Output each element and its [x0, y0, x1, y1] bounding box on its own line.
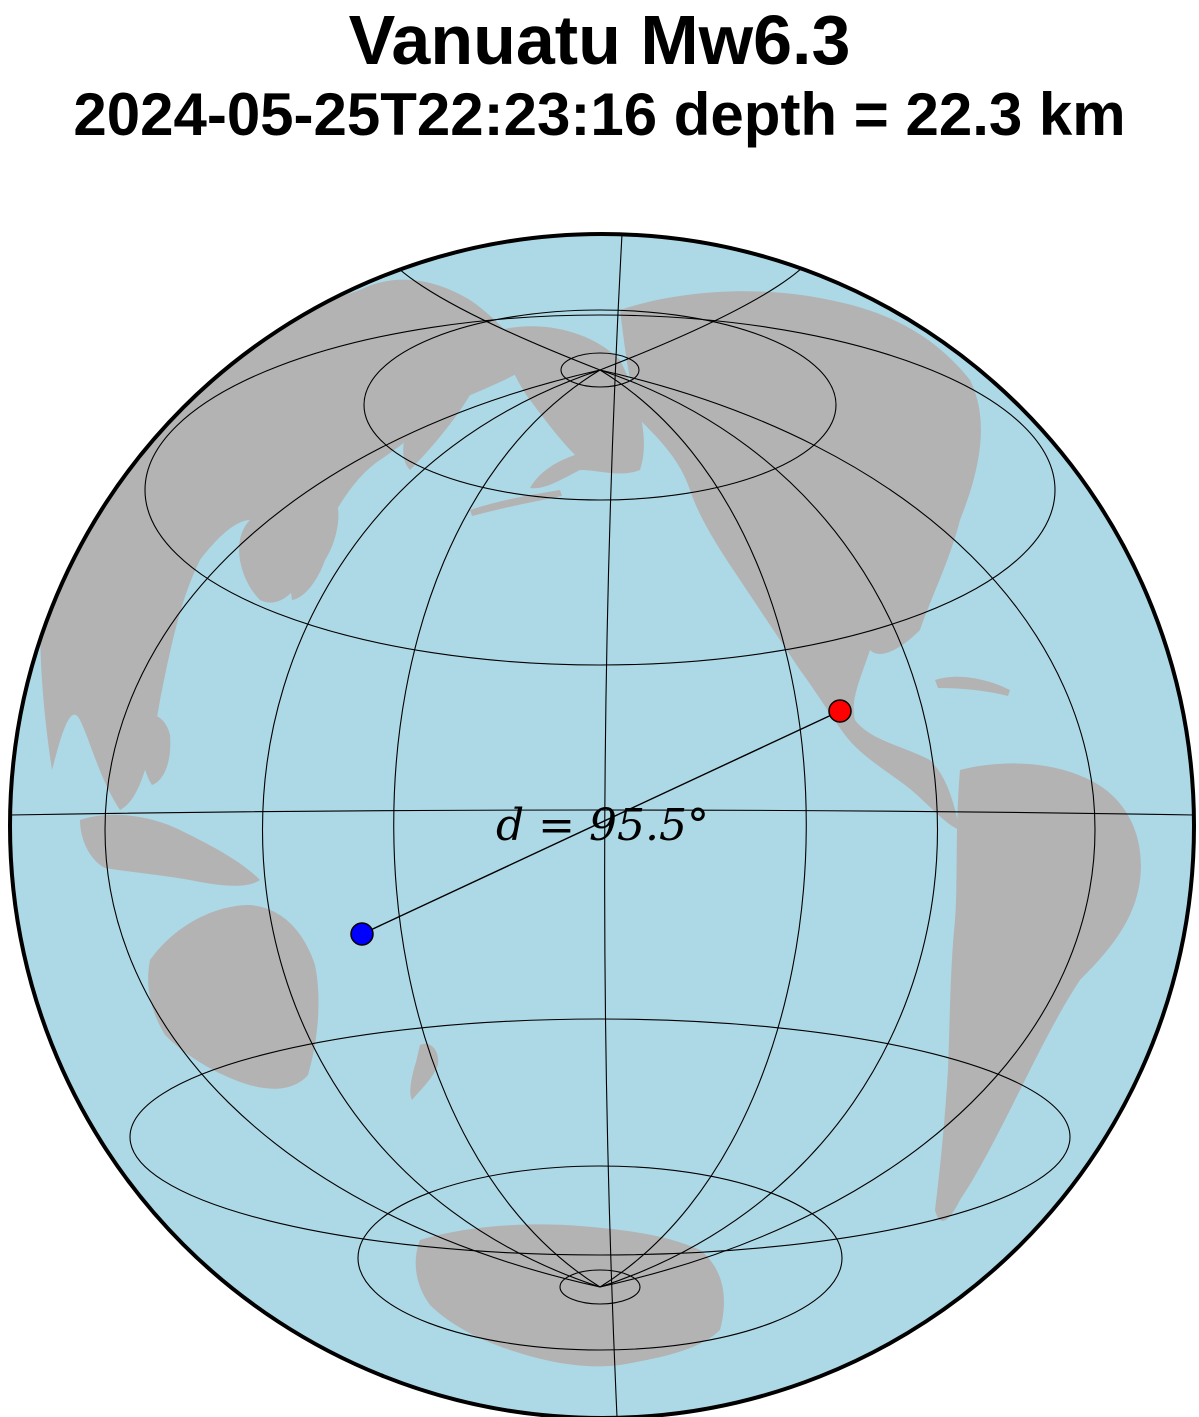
parallel-line: [129, 1018, 1071, 1256]
landmass-japan: [290, 500, 339, 600]
map-title: Vanuatu Mw6.3: [348, 1, 851, 79]
landmass-south-america: [935, 763, 1141, 1221]
great-circle-path: [361, 710, 841, 935]
parallel-line: [144, 314, 1056, 666]
meridian-line: [604, 234, 623, 1417]
landmass-caribbean: [935, 676, 1010, 696]
equator-line: [10, 809, 1194, 816]
landmass-southeast-asia: [80, 814, 260, 886]
station-marker[interactable]: [828, 699, 852, 723]
landmass-australia: [148, 905, 319, 1089]
landmass-greenland: [740, 294, 901, 400]
meridian-line: [599, 369, 807, 1288]
landmass-kamchatka: [403, 393, 470, 470]
land-masses: [40, 279, 1141, 1367]
earthquake-marker[interactable]: [350, 922, 374, 946]
parallel-line: [559, 1269, 641, 1305]
meridian-line: [393, 369, 601, 1288]
landmass-north-america: [620, 291, 981, 830]
parallel-line: [363, 309, 837, 501]
distance-label: d = 95.5°: [496, 800, 709, 851]
globe-outline: [8, 232, 1196, 1417]
meridian-line: [261, 369, 601, 1288]
parallel-line: [357, 1165, 843, 1351]
meridian-line: [599, 369, 1096, 1288]
parallel-line: [560, 352, 640, 388]
landmass-antarctica: [415, 1224, 724, 1367]
graticule: [10, 234, 1194, 1417]
map-subtitle: 2024-05-25T22:23:16 depth = 22.3 km: [73, 81, 1126, 148]
landmass-philippines: [139, 715, 171, 785]
meridian-line: [104, 369, 601, 1288]
meridian-line: [599, 369, 939, 1288]
